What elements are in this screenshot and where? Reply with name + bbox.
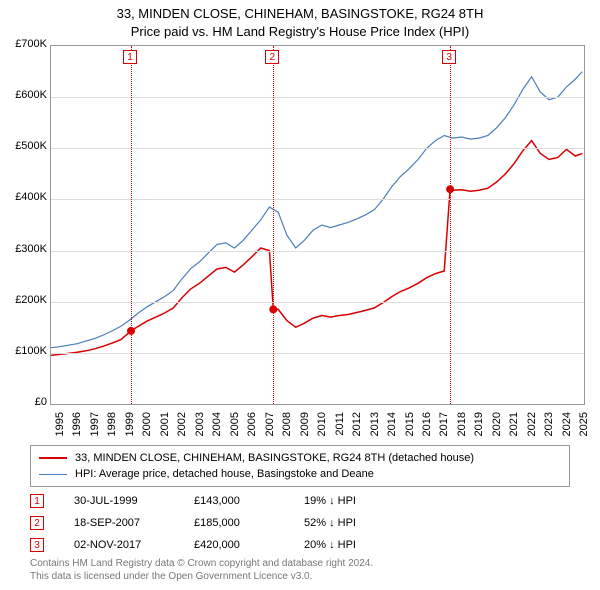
x-axis-label: 2024 bbox=[561, 412, 573, 442]
x-axis-label: 2015 bbox=[404, 412, 416, 442]
x-axis-label: 2016 bbox=[421, 412, 433, 442]
legend-swatch bbox=[39, 457, 67, 459]
x-axis-label: 2014 bbox=[386, 412, 398, 442]
event-date: 02-NOV-2017 bbox=[74, 539, 194, 551]
event-price: £185,000 bbox=[194, 517, 304, 529]
x-axis-label: 2001 bbox=[159, 412, 171, 442]
event-badge: 3 bbox=[30, 538, 44, 552]
event-price: £420,000 bbox=[194, 539, 304, 551]
x-axis-label: 1996 bbox=[71, 412, 83, 442]
y-axis-label: £300K bbox=[5, 243, 47, 255]
chart-subtitle: Price paid vs. HM Land Registry's House … bbox=[0, 24, 600, 39]
y-axis-label: £500K bbox=[5, 140, 47, 152]
x-axis-label: 2021 bbox=[508, 412, 520, 442]
legend-label: 33, MINDEN CLOSE, CHINEHAM, BASINGSTOKE,… bbox=[75, 452, 474, 464]
event-date: 18-SEP-2007 bbox=[74, 517, 194, 529]
event-marker-badge: 3 bbox=[442, 50, 456, 64]
legend-swatch bbox=[39, 474, 67, 475]
x-axis-label: 2006 bbox=[246, 412, 258, 442]
x-axis-label: 2005 bbox=[229, 412, 241, 442]
x-axis-label: 1995 bbox=[54, 412, 66, 442]
y-axis-label: £400K bbox=[5, 191, 47, 203]
legend-row: HPI: Average price, detached house, Basi… bbox=[39, 466, 561, 482]
event-diff: 19% ↓ HPI bbox=[304, 495, 570, 507]
event-price: £143,000 bbox=[194, 495, 304, 507]
x-axis-label: 2000 bbox=[141, 412, 153, 442]
event-row: 1 30-JUL-1999£143,00019% ↓ HPI bbox=[30, 490, 570, 512]
x-axis-label: 2008 bbox=[281, 412, 293, 442]
attribution-line1: Contains HM Land Registry data © Crown c… bbox=[30, 558, 373, 569]
x-axis-label: 2023 bbox=[543, 412, 555, 442]
x-axis-label: 2011 bbox=[334, 412, 346, 442]
x-axis-label: 2003 bbox=[194, 412, 206, 442]
y-axis-label: £600K bbox=[5, 89, 47, 101]
event-marker-badge: 2 bbox=[265, 50, 279, 64]
legend-label: HPI: Average price, detached house, Basi… bbox=[75, 468, 374, 480]
y-axis-label: £0 bbox=[5, 396, 47, 408]
attribution-line2: This data is licensed under the Open Gov… bbox=[30, 571, 312, 582]
x-axis-label: 1997 bbox=[89, 412, 101, 442]
x-axis-label: 2017 bbox=[438, 412, 450, 442]
y-axis-label: £200K bbox=[5, 294, 47, 306]
y-axis-label: £100K bbox=[5, 345, 47, 357]
x-axis-label: 2010 bbox=[316, 412, 328, 442]
chart-plot-area bbox=[50, 45, 585, 405]
chart-title-address: 33, MINDEN CLOSE, CHINEHAM, BASINGSTOKE,… bbox=[0, 6, 600, 21]
event-diff: 20% ↓ HPI bbox=[304, 539, 570, 551]
event-marker-line bbox=[450, 46, 451, 404]
x-axis-label: 2018 bbox=[456, 412, 468, 442]
event-marker-line bbox=[273, 46, 274, 404]
y-axis-label: £700K bbox=[5, 38, 47, 50]
event-row: 3 02-NOV-2017£420,00020% ↓ HPI bbox=[30, 534, 570, 556]
attribution: Contains HM Land Registry data © Crown c… bbox=[30, 558, 570, 583]
event-badge: 2 bbox=[30, 516, 44, 530]
x-axis-label: 2019 bbox=[473, 412, 485, 442]
event-marker-line bbox=[131, 46, 132, 404]
legend-row: 33, MINDEN CLOSE, CHINEHAM, BASINGSTOKE,… bbox=[39, 450, 561, 466]
x-axis-label: 1999 bbox=[124, 412, 136, 442]
x-axis-label: 2013 bbox=[369, 412, 381, 442]
event-date: 30-JUL-1999 bbox=[74, 495, 194, 507]
event-row: 2 18-SEP-2007£185,00052% ↓ HPI bbox=[30, 512, 570, 534]
x-axis-label: 2020 bbox=[491, 412, 503, 442]
x-axis-label: 2002 bbox=[176, 412, 188, 442]
event-diff: 52% ↓ HPI bbox=[304, 517, 570, 529]
x-axis-label: 2004 bbox=[211, 412, 223, 442]
x-axis-label: 2025 bbox=[578, 412, 590, 442]
event-marker-badge: 1 bbox=[123, 50, 137, 64]
x-axis-label: 2009 bbox=[299, 412, 311, 442]
x-axis-label: 2022 bbox=[526, 412, 538, 442]
x-axis-label: 2012 bbox=[351, 412, 363, 442]
legend: 33, MINDEN CLOSE, CHINEHAM, BASINGSTOKE,… bbox=[30, 445, 570, 487]
event-badge: 1 bbox=[30, 494, 44, 508]
x-axis-label: 1998 bbox=[106, 412, 118, 442]
events-table: 1 30-JUL-1999£143,00019% ↓ HPI 2 18-SEP-200… bbox=[30, 490, 570, 556]
x-axis-label: 2007 bbox=[264, 412, 276, 442]
